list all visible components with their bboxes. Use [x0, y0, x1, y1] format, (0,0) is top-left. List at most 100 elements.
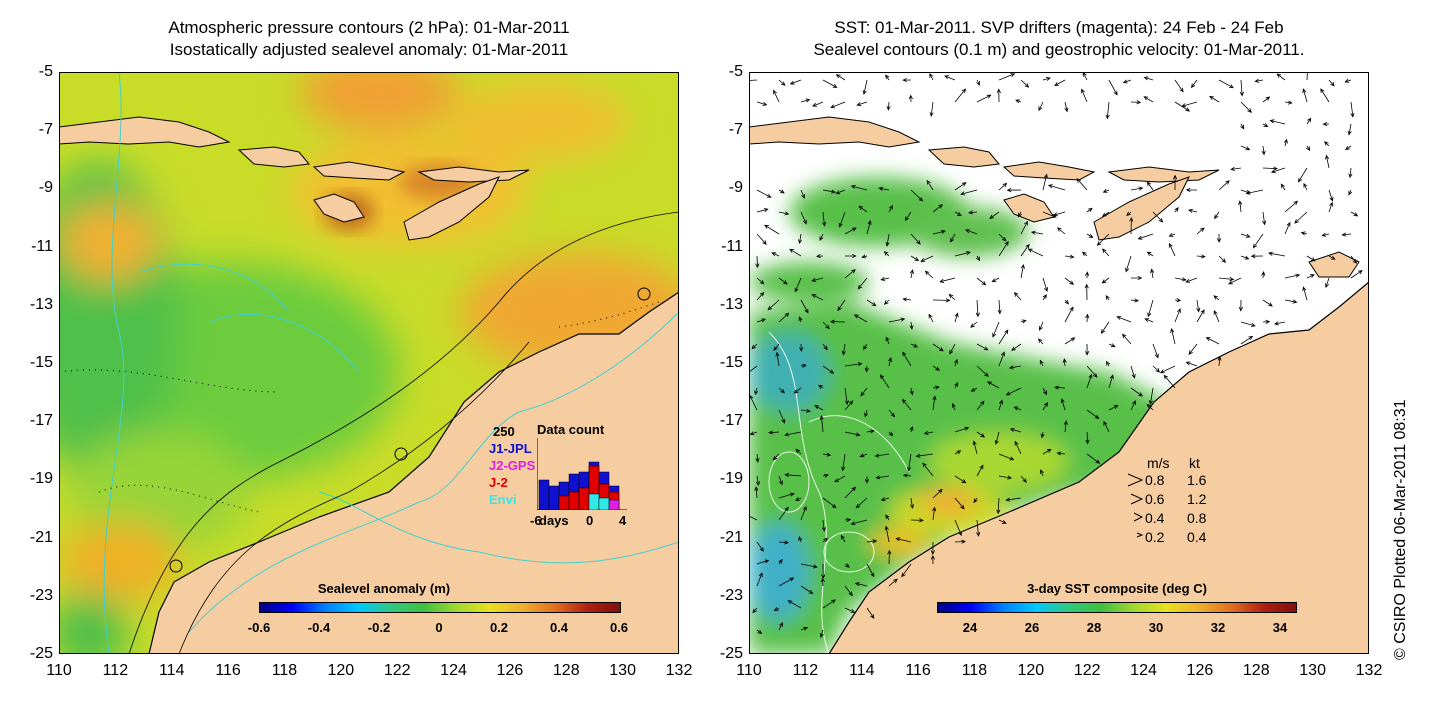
velocity-vector	[1085, 313, 1090, 323]
left-colorbar-label: -0.2	[367, 620, 391, 635]
velocity-vector	[866, 607, 875, 619]
velocity-vector	[800, 363, 807, 368]
velocity-vector	[756, 541, 764, 552]
velocity-vector	[1147, 299, 1154, 318]
velocity-vector	[778, 211, 790, 216]
velocity-vector	[1020, 243, 1030, 257]
x-tick-label: 130	[1299, 662, 1326, 679]
velocity-vector	[800, 505, 807, 521]
velocity-legend-header-ms: m/s	[1147, 455, 1170, 471]
velocity-vector	[885, 233, 890, 247]
y-tick-label: -19	[719, 470, 743, 488]
velocity-vector	[888, 409, 896, 418]
velocity-vector	[976, 277, 987, 286]
y-tick-label: -25	[29, 645, 53, 662]
velocity-vector	[1320, 88, 1330, 103]
velocity-vector	[756, 101, 768, 106]
right-colorbar-label: 26	[1024, 620, 1040, 635]
velocity-vector	[756, 233, 767, 245]
velocity-vector	[1321, 232, 1330, 237]
velocity-vector	[1085, 271, 1090, 279]
sealevel-colorbar	[259, 602, 621, 613]
velocity-vector	[850, 519, 868, 526]
velocity-vector	[998, 453, 1015, 461]
velocity-vector	[1042, 77, 1051, 81]
velocity-vector	[976, 79, 980, 86]
velocity-legend-kt: 0.4	[1187, 529, 1207, 545]
velocity-vector	[930, 541, 935, 556]
velocity-vector	[862, 79, 868, 95]
velocity-vector	[1328, 255, 1336, 260]
velocity-vector	[1102, 188, 1110, 193]
velocity-vector	[886, 101, 891, 111]
velocity-vector	[1020, 319, 1027, 324]
velocity-vector	[1350, 101, 1355, 118]
velocity-vector	[976, 343, 989, 351]
velocity-vector	[755, 255, 760, 269]
velocity-vector	[857, 277, 868, 290]
velocity-vector	[954, 381, 959, 389]
velocity-vector	[751, 343, 758, 350]
y-tick-label: -11	[31, 237, 53, 255]
velocity-vector	[895, 537, 912, 543]
velocity-vector	[789, 79, 802, 85]
velocity-vector	[856, 101, 868, 107]
velocity-vector	[976, 94, 992, 103]
velocity-vector	[764, 224, 780, 235]
sst-map: m/s kt 0.8 1.6 0.6 1.2 0.4 0.8 0.2 0.4 3…	[749, 72, 1369, 654]
velocity-vector	[756, 629, 763, 635]
velocity-vector	[885, 336, 890, 345]
velocity-vector	[888, 356, 893, 367]
velocity-vector	[994, 431, 1000, 445]
velocity-vector	[1011, 343, 1022, 351]
velocity-vector	[991, 277, 1000, 283]
velocity-vector	[923, 430, 934, 435]
velocity-vector	[1345, 145, 1352, 151]
velocity-vector	[1163, 374, 1176, 389]
velocity-vector	[1276, 73, 1286, 81]
velocity-vector	[954, 426, 970, 433]
x-tick-label: 114	[848, 662, 875, 679]
velocity-vector	[1121, 333, 1132, 345]
velocity-vector	[1042, 277, 1049, 292]
velocity-vector	[819, 233, 824, 242]
velocity-vector	[1054, 79, 1066, 87]
velocity-vector	[1101, 211, 1110, 217]
velocity-vector	[798, 233, 803, 245]
velocity-vector	[1328, 79, 1335, 87]
velocity-vector	[1325, 277, 1330, 288]
velocity-vector	[756, 572, 763, 587]
velocity-vector	[1216, 233, 1222, 243]
velocity-vector	[1146, 181, 1154, 191]
legend-j2-gps: J2-GPS	[489, 458, 536, 473]
velocity-vector	[1344, 78, 1352, 83]
velocity-vector	[756, 277, 765, 285]
velocity-vector	[932, 488, 943, 499]
velocity-vector	[1297, 167, 1308, 183]
left-colorbar-label: 0	[435, 620, 443, 635]
velocity-vector	[954, 88, 967, 103]
velocity-vector	[798, 316, 803, 323]
velocity-vector	[1168, 233, 1176, 237]
velocity-legend-kt: 1.2	[1187, 491, 1207, 507]
velocity-vector	[1230, 166, 1242, 171]
velocity-vector	[1306, 72, 1308, 81]
velocity-vector	[909, 321, 914, 330]
velocity-vector	[1063, 420, 1068, 433]
x-tick-label: 124	[440, 662, 467, 679]
velocity-vector	[1042, 401, 1048, 411]
legend-envi: Envi	[489, 492, 517, 507]
velocity-vector	[1174, 79, 1184, 93]
velocity-vector	[909, 426, 914, 433]
velocity-legend-ms: 0.2	[1145, 529, 1165, 545]
velocity-vector	[1306, 274, 1315, 279]
velocity-vector	[778, 189, 785, 194]
velocity-vector	[932, 385, 940, 390]
velocity-vector	[1062, 358, 1067, 367]
velocity-vector	[1064, 277, 1075, 285]
velocity-vector	[1064, 101, 1069, 113]
velocity-vector	[1238, 200, 1243, 213]
velocity-vector	[954, 475, 967, 484]
velocity-vector	[822, 211, 827, 227]
y-tick-label: -17	[29, 412, 53, 430]
